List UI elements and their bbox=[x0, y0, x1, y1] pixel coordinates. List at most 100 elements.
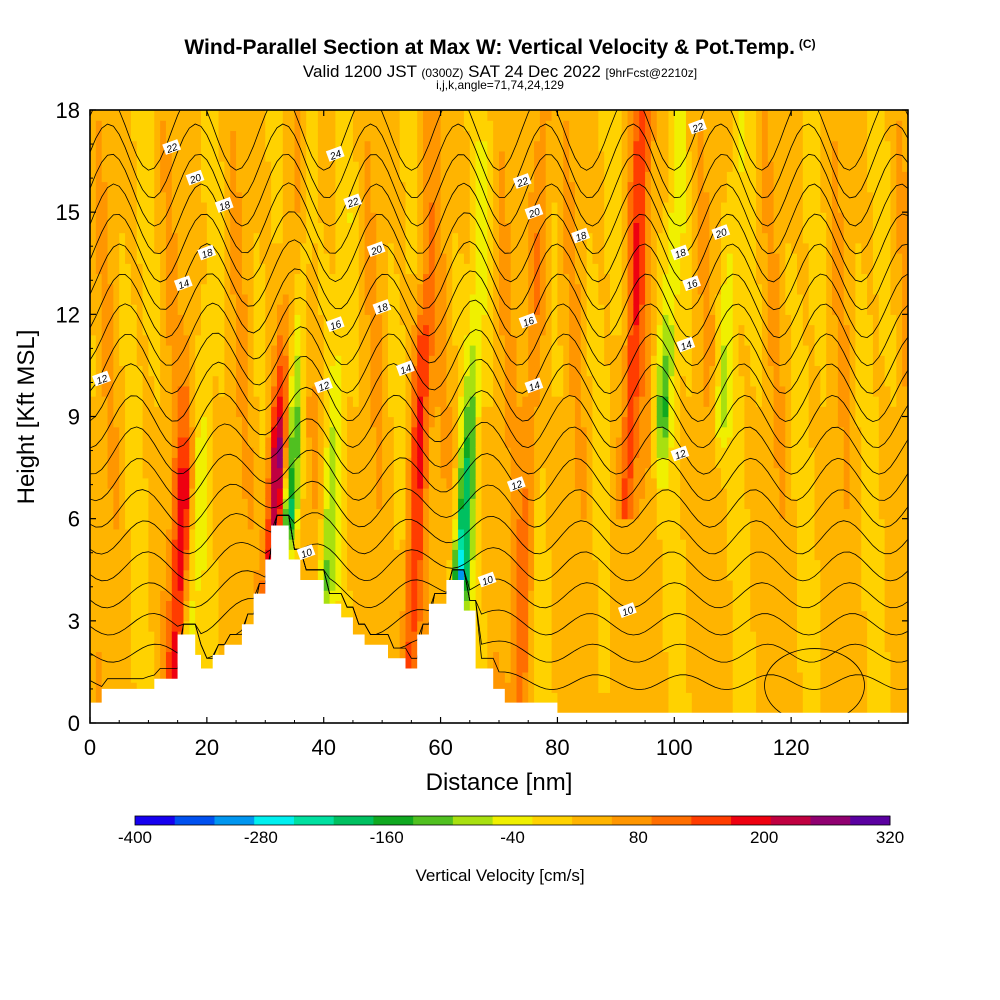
velocity-cell bbox=[212, 416, 220, 428]
velocity-cell bbox=[428, 416, 436, 428]
velocity-cell bbox=[481, 559, 488, 571]
velocity-cell bbox=[452, 232, 459, 244]
velocity-cell bbox=[539, 396, 547, 407]
velocity-cell bbox=[370, 610, 377, 622]
velocity-cell bbox=[569, 130, 576, 142]
velocity-cell bbox=[516, 232, 523, 244]
velocity-cell bbox=[90, 610, 97, 622]
velocity-cell bbox=[282, 171, 290, 183]
velocity-cell bbox=[499, 232, 506, 244]
velocity-cell bbox=[236, 467, 243, 479]
velocity-cell bbox=[469, 508, 477, 520]
velocity-cell bbox=[463, 528, 471, 540]
velocity-cell bbox=[382, 620, 389, 632]
velocity-cell bbox=[154, 508, 161, 520]
velocity-cell bbox=[241, 467, 249, 479]
velocity-cell bbox=[504, 253, 512, 264]
velocity-cell bbox=[545, 150, 553, 162]
velocity-cell bbox=[522, 457, 529, 469]
velocity-cell bbox=[493, 253, 500, 264]
velocity-cell bbox=[510, 467, 518, 479]
velocity-cell bbox=[271, 110, 278, 121]
velocity-cell bbox=[504, 396, 512, 407]
velocity-cell bbox=[370, 559, 377, 571]
velocity-cell bbox=[493, 457, 500, 469]
velocity-cell bbox=[183, 457, 190, 469]
velocity-cell bbox=[423, 140, 430, 152]
velocity-cell bbox=[247, 426, 255, 438]
velocity-cell bbox=[136, 498, 144, 510]
velocity-cell bbox=[90, 477, 97, 489]
velocity-cell bbox=[201, 477, 208, 489]
velocity-cell bbox=[230, 590, 237, 601]
velocity-cell bbox=[393, 324, 401, 336]
velocity-cell bbox=[335, 467, 342, 479]
velocity-cell bbox=[183, 436, 190, 448]
velocity-cell bbox=[189, 110, 196, 121]
velocity-cell bbox=[510, 324, 518, 336]
velocity-cell bbox=[241, 344, 249, 356]
velocity-cell bbox=[440, 518, 448, 530]
velocity-cell bbox=[499, 467, 506, 479]
velocity-cell bbox=[539, 436, 547, 448]
velocity-cell bbox=[376, 314, 383, 326]
velocity-cell bbox=[411, 569, 418, 581]
velocity-cell bbox=[171, 171, 179, 183]
velocity-cell bbox=[423, 120, 430, 132]
velocity-cell bbox=[551, 467, 559, 479]
velocity-cell bbox=[481, 293, 488, 305]
velocity-cell bbox=[434, 457, 442, 469]
velocity-cell bbox=[119, 181, 126, 193]
velocity-cell bbox=[148, 631, 155, 642]
velocity-cell bbox=[405, 293, 412, 305]
velocity-cell bbox=[90, 344, 97, 356]
velocity-cell bbox=[452, 263, 459, 275]
velocity-cell bbox=[142, 457, 150, 469]
velocity-cell bbox=[463, 130, 471, 142]
velocity-cell bbox=[259, 110, 266, 121]
velocity-cell bbox=[399, 559, 407, 571]
velocity-cell bbox=[358, 365, 366, 377]
velocity-cell bbox=[177, 457, 185, 469]
velocity-cell bbox=[165, 436, 173, 448]
velocity-cell bbox=[212, 171, 220, 183]
velocity-cell bbox=[265, 232, 272, 244]
velocity-cell bbox=[119, 110, 126, 121]
velocity-cell bbox=[171, 651, 179, 663]
velocity-cell bbox=[539, 641, 547, 653]
velocity-cell bbox=[446, 375, 453, 387]
velocity-cell bbox=[148, 467, 155, 479]
velocity-cell bbox=[516, 344, 523, 356]
velocity-cell bbox=[446, 528, 453, 540]
velocity-cell bbox=[189, 528, 196, 540]
velocity-cell bbox=[136, 559, 144, 571]
velocity-cell bbox=[183, 549, 190, 561]
velocity-cell bbox=[236, 406, 243, 418]
velocity-cell bbox=[95, 467, 103, 479]
velocity-cell bbox=[557, 385, 564, 397]
velocity-cell bbox=[317, 293, 325, 305]
velocity-cell bbox=[95, 171, 103, 183]
velocity-cell bbox=[177, 130, 185, 142]
velocity-cell bbox=[259, 467, 266, 479]
velocity-cell bbox=[236, 334, 243, 346]
velocity-cell bbox=[539, 631, 547, 642]
velocity-cell bbox=[165, 120, 173, 132]
velocity-cell bbox=[312, 457, 319, 469]
velocity-cell bbox=[148, 457, 155, 469]
velocity-cell bbox=[493, 579, 500, 591]
velocity-cell bbox=[347, 314, 354, 326]
velocity-cell bbox=[358, 242, 366, 254]
velocity-cell bbox=[212, 304, 220, 315]
velocity-cell bbox=[230, 631, 237, 642]
velocity-cell bbox=[323, 253, 331, 264]
velocity-cell bbox=[107, 579, 114, 591]
velocity-cell bbox=[569, 385, 576, 397]
velocity-cell bbox=[534, 283, 541, 295]
velocity-cell bbox=[539, 600, 547, 612]
velocity-cell bbox=[557, 692, 564, 704]
velocity-cell bbox=[236, 385, 243, 397]
velocity-cell bbox=[165, 130, 173, 142]
velocity-cell bbox=[428, 344, 436, 356]
velocity-cell bbox=[160, 161, 167, 172]
